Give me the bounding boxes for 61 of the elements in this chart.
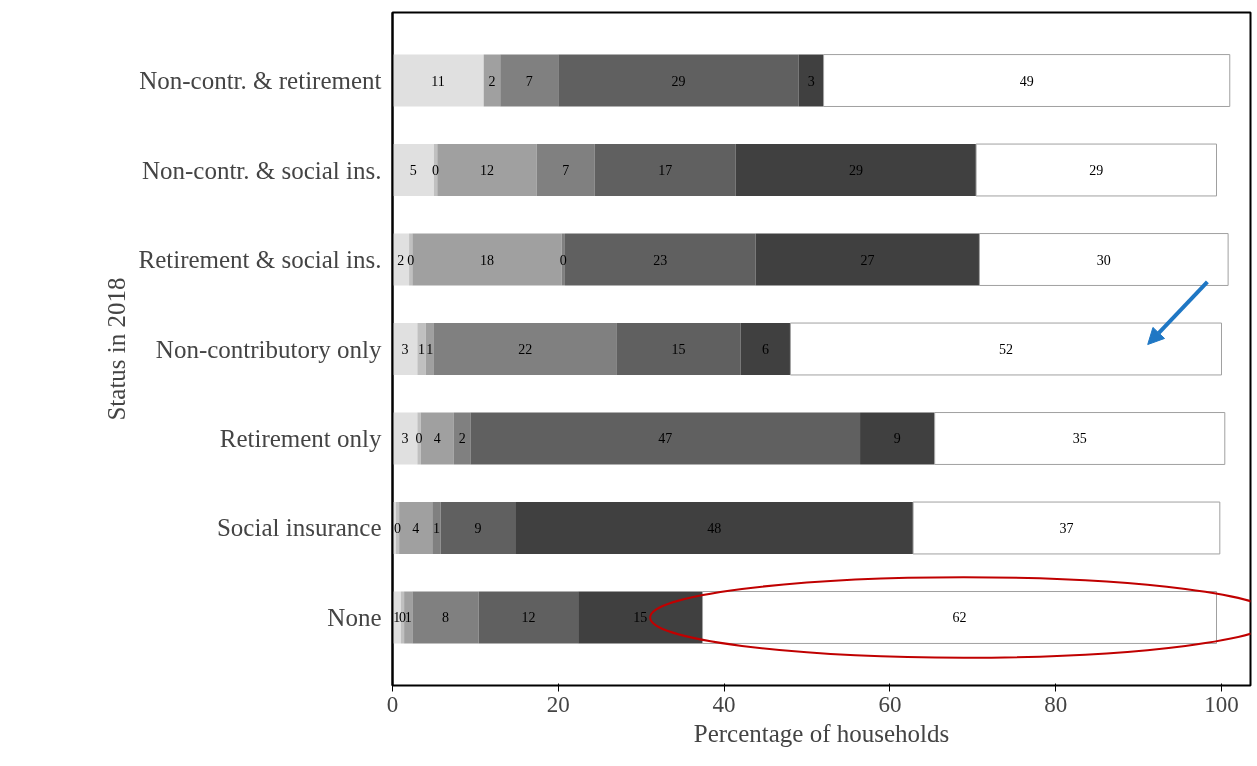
data-label: 27 [860,252,875,268]
x-tick-label: 40 [712,691,736,717]
data-label: 52 [998,342,1013,357]
x-tick-label: 100 [1204,691,1239,717]
x-tick-label: 60 [878,691,902,717]
x-tick-label: 0 [386,691,399,717]
data-label: 29 [848,163,863,179]
data-label: 1 [418,342,426,357]
data-label: 0 [393,520,401,536]
y-tick-label: Non-contr. & social ins. [141,156,382,184]
data-label: 47 [658,431,673,447]
y-tick-label: Retirement & social ins. [138,246,382,274]
data-label: 1 [393,610,401,626]
data-label: 1 [426,342,434,357]
data-label: 3 [401,342,409,357]
data-label: 35 [1072,431,1087,447]
data-label: 0 [559,252,567,268]
data-label: 23 [653,252,668,268]
data-label: 2 [488,73,496,89]
data-label: 62 [952,610,967,626]
data-label: 0 [398,610,406,626]
data-label: 7 [525,73,533,89]
data-label: 0 [407,252,415,268]
data-label: 30 [1096,252,1111,268]
data-label: 9 [474,520,482,536]
data-label: 4 [412,520,420,536]
data-label: 18 [480,252,494,268]
data-label: 3 [807,73,815,89]
data-label: 6 [762,342,770,357]
data-label: 2 [458,431,466,447]
y-tick-label: Retirement only [219,424,382,452]
data-label: 9 [893,431,901,447]
data-label: 17 [658,163,673,179]
data-label: 12 [480,163,494,179]
data-label: 11 [431,73,445,89]
data-label: 49 [1019,73,1034,89]
data-label: 15 [671,342,686,357]
y-tick-label: Non-contr. & retirement [139,67,382,95]
x-tick-label: 80 [1044,691,1068,717]
x-tick-label: 20 [546,691,570,717]
data-label: 4 [433,431,441,447]
data-label: 5 [409,163,417,179]
y-tick-label: Social insurance [216,514,382,542]
x-axis-title: Percentage of households [693,719,950,747]
data-label: 3 [401,431,409,447]
data-label: 37 [1059,520,1074,536]
data-label: 1 [432,520,440,536]
data-label: 8 [442,610,450,626]
y-axis-title: Status in 2018 [103,277,131,421]
data-label: 29 [1089,163,1104,179]
data-label: 22 [518,342,533,357]
data-label: 0 [432,163,440,179]
y-tick-label: Non-contributory only [155,335,382,363]
y-tick-label: None [327,603,382,631]
data-label: 12 [521,610,536,626]
data-label: 29 [671,73,686,89]
data-label: 2 [397,252,405,268]
data-label: 48 [707,520,722,536]
data-label: 7 [562,163,570,179]
data-label: 15 [633,610,648,626]
data-label: 0 [415,431,423,447]
